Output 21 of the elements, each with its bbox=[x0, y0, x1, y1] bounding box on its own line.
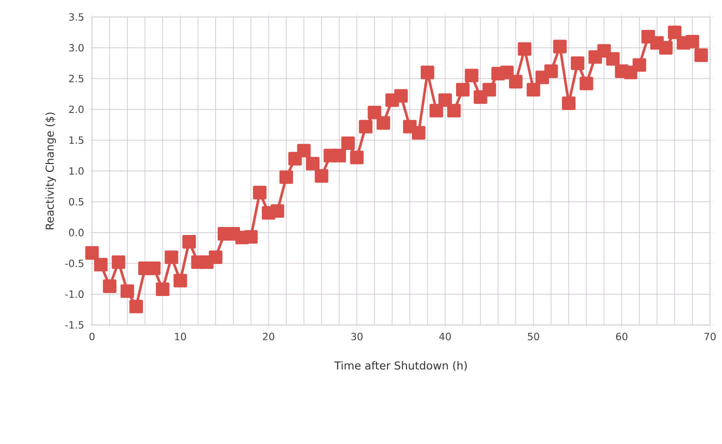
x-tick-label: 70 bbox=[704, 332, 716, 340]
x-tick-label: 60 bbox=[616, 332, 628, 340]
x-tick-label: 50 bbox=[528, 332, 540, 340]
y-tick-label: 3.0 bbox=[69, 44, 84, 52]
y-tick-label: 1.0 bbox=[69, 167, 84, 175]
y-tick-label: -1.5 bbox=[65, 321, 84, 329]
x-tick-label: 40 bbox=[439, 332, 451, 340]
y-tick-label: 3.5 bbox=[69, 13, 84, 21]
y-tick-label: -0.5 bbox=[65, 260, 84, 268]
y-tick-label: 2.5 bbox=[69, 74, 84, 82]
y-tick-label: 1.5 bbox=[69, 136, 84, 144]
y-tick-label: -1.0 bbox=[65, 290, 84, 298]
x-tick-label: 0 bbox=[89, 332, 95, 340]
x-tick-label: 30 bbox=[351, 332, 363, 340]
x-tick-label: 10 bbox=[175, 332, 186, 340]
y-tick-label: 0.0 bbox=[69, 228, 84, 236]
x-tick-label: 20 bbox=[262, 332, 274, 340]
y-tick-label: 0.5 bbox=[69, 198, 84, 206]
y-tick-label: 2.0 bbox=[69, 106, 84, 114]
y-axis-title: Reactivity Change ($) bbox=[45, 112, 56, 230]
x-axis-title: Time after Shutdown (h) bbox=[334, 361, 467, 371]
